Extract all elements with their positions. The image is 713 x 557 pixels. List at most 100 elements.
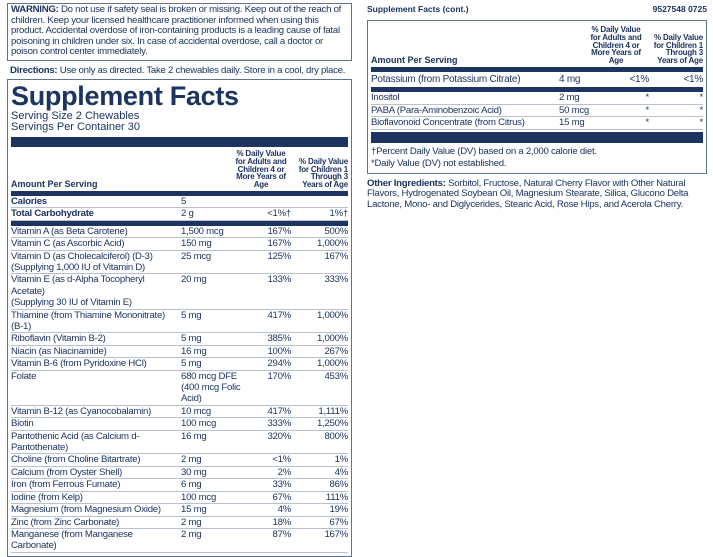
nutrient-row: Vitamin C (as Ascorbic Acid) 150 mg 167% 1,… xyxy=(11,238,348,251)
dv-child-header: % Daily Value for Children 1 Through 3 Y… xyxy=(653,32,703,66)
dv-child-header: % Daily Value for Children 1 Through 3 Y… xyxy=(298,156,348,190)
dv-child: 1,111% xyxy=(318,405,348,417)
dv-adult: 294% xyxy=(267,358,291,370)
amount: 680 mcg DFE (400 mcg Folic Acid) xyxy=(181,370,241,405)
nutrient-name: Bioflavonoid Concentrate (from Citrus) xyxy=(371,117,525,129)
amount: 30 mg xyxy=(181,466,207,478)
nutrient-row: Niacin (as Niacinamide) 16 mg 100% 267% xyxy=(11,345,348,359)
nutrient-name: Calories xyxy=(11,195,47,207)
amount: 2 mg xyxy=(181,516,202,528)
top-rows: Calories 5 Total Carbohydrate 2 g <1%† 1%† xyxy=(11,196,348,221)
nutrient-row: Manganese (from Manganese Carbonate) 2 mg… xyxy=(11,529,348,553)
nutrient-row: Folate 680 mcg DFE (400 mcg Folic Acid) 17… xyxy=(11,371,348,406)
nutrient-name: Vitamin C (as Ascorbic Acid) xyxy=(11,238,125,250)
warning-box: WARNING: Do not use if safety seal is br… xyxy=(7,3,352,61)
footnote-dv: †Percent Daily Value (DV) based on a 2,0… xyxy=(371,145,597,157)
dv-child: 1,000% xyxy=(316,238,348,250)
amount: 150 mg xyxy=(181,238,212,250)
divider-bar xyxy=(11,220,348,226)
amount: 2 mg xyxy=(181,454,202,466)
nutrient-name: Vitamin A (as Beta Carotene) xyxy=(11,225,128,237)
dv-adult: 170% xyxy=(267,370,291,382)
nutrient-name: Total Carbohydrate xyxy=(11,208,94,220)
nutrient-name: Vitamin E (as d-Alpha Tocopheryl Acetate… xyxy=(11,274,145,309)
nutrient-name: Inositol xyxy=(371,92,400,104)
column-headers: Amount Per Serving % Daily Value for Adu… xyxy=(11,147,348,191)
nutrient-name: Zinc (from Zinc Carbonate) xyxy=(11,516,120,528)
nutrient-name: Potassium (from Potassium Citrate) xyxy=(371,73,521,85)
divider-bar xyxy=(11,190,348,196)
directions-label: Directions: xyxy=(10,64,58,76)
amount: 1,500 mcg xyxy=(181,225,224,237)
divider-bar xyxy=(371,131,703,143)
dv-adult: 2% xyxy=(277,466,292,478)
nutrient-row: Vitamin A (as Beta Carotene) 1,500 mcg 167… xyxy=(11,225,348,239)
nutrient-row: Thiamine (from Thiamine Mononitrate) (B-… xyxy=(11,310,348,334)
nutrient-row: Pantothenic Acid (as Calcium d-Pantothen… xyxy=(11,431,348,455)
column-headers: Amount Per Serving % Daily Value for Adu… xyxy=(371,21,703,67)
nutrient-row: Bioflavonoid Concentrate (from Citrus) 15… xyxy=(371,117,703,130)
dv-adult: 167% xyxy=(267,238,291,250)
amount: 5 xyxy=(181,195,187,207)
amount: 100 mcg xyxy=(181,418,217,430)
dv-adult xyxy=(247,196,291,207)
dv-adult: <1% xyxy=(272,454,291,466)
dv-child: 333% xyxy=(324,274,348,286)
amount: 16 mg xyxy=(181,430,207,442)
dv-child: 1,000% xyxy=(316,333,348,345)
dv-adult: 417% xyxy=(267,405,291,417)
dv-adult: 67% xyxy=(272,491,292,503)
nutrient-row: Total Carbohydrate 2 g <1%† 1%† xyxy=(11,208,348,221)
other-ingredients-text: Sorbitol, Fructose, Natural Cherry Flavo… xyxy=(367,177,689,211)
footnote-not-established: *Daily Value (DV) not established. xyxy=(371,157,507,169)
dv-child: 500% xyxy=(324,225,348,237)
dv-child: 67% xyxy=(329,516,349,528)
dv-adult: 167% xyxy=(267,225,291,237)
dv-child: 4% xyxy=(334,466,349,478)
cont-title: Supplement Facts (cont.) xyxy=(367,4,469,14)
nutrient-name: Manganese (from Manganese Carbonate) xyxy=(11,528,133,552)
nutrient-name: Folate xyxy=(11,370,37,382)
dv-adult: 333% xyxy=(267,418,291,430)
warning-label: WARNING: xyxy=(11,4,59,15)
dv-adult: <1% xyxy=(629,73,649,85)
dv-adult: 417% xyxy=(267,309,291,321)
nutrient-name: Riboflavin (Vitamin B-2) xyxy=(11,333,106,345)
nutrient-name: Vitamin D (as Cholecalciferol) (D-3) (Su… xyxy=(11,250,153,273)
nutrient-row: Vitamin B-6 (from Pyridoxine HCl) 5 mg 294… xyxy=(11,358,348,371)
amount: 4 mg xyxy=(559,73,581,85)
dv-child: 19% xyxy=(329,504,349,516)
amount: 10 mcg xyxy=(181,405,211,417)
supplement-facts-cont-panel: Amount Per Serving % Daily Value for Adu… xyxy=(367,20,707,174)
nutrient-row: PABA (Para-Aminobenzoic Acid) 50 mcg * * xyxy=(371,104,703,118)
warning-text: Do not use if safety seal is broken or m… xyxy=(11,4,342,58)
dv-child: 800% xyxy=(324,430,348,442)
amount-header: Amount Per Serving xyxy=(371,54,458,65)
dv-adult: * xyxy=(645,117,650,129)
supplement-facts-panel: Supplement Facts Serving Size 2 Chewable… xyxy=(7,78,352,557)
nutrient-name: Pantothenic Acid (as Calcium d-Pantothen… xyxy=(11,430,140,454)
dv-adult: 125% xyxy=(267,250,291,262)
nutrient-name: Magnesium (from Magnesium Oxide) xyxy=(11,504,161,516)
dv-adult: 320% xyxy=(267,430,291,442)
amount: 2 g xyxy=(181,208,194,220)
amount: 2 mg xyxy=(181,528,202,540)
amount: 5 mg xyxy=(181,358,202,370)
dv-adult: * xyxy=(645,104,650,116)
nutrient-name: PABA (Para-Aminobenzoic Acid) xyxy=(371,104,502,116)
nutrient-name: Vitamin B-6 (from Pyridoxine HCl) xyxy=(11,358,147,370)
nutrient-name: Calcium (from Oyster Shell) xyxy=(11,466,123,478)
amount: 5 mg xyxy=(181,309,202,321)
dv-adult: <1%† xyxy=(267,208,291,220)
nutrient-row: Choline (from Choline Bitartrate) 2 mg <1%… xyxy=(11,454,348,467)
dv-adult: 100% xyxy=(267,345,291,357)
nutrient-name: Niacin (as Niacinamide) xyxy=(11,345,107,357)
dv-adult-header: % Daily Value for Adults and Children 4 … xyxy=(235,148,287,190)
nutrient-name: Iodine (from Kelp) xyxy=(11,491,83,503)
dv-adult: 133% xyxy=(267,274,291,286)
nutrient-name: Biotin xyxy=(11,418,34,430)
nutrient-name: Choline (from Choline Bitartrate) xyxy=(11,454,141,466)
amount: 2 mg xyxy=(559,92,580,104)
cont-rows: Inositol 2 mg * * PABA (Para-Aminobenzoic Ac… xyxy=(371,92,703,130)
other-ingredients-label: Other Ingredients: xyxy=(367,177,446,189)
